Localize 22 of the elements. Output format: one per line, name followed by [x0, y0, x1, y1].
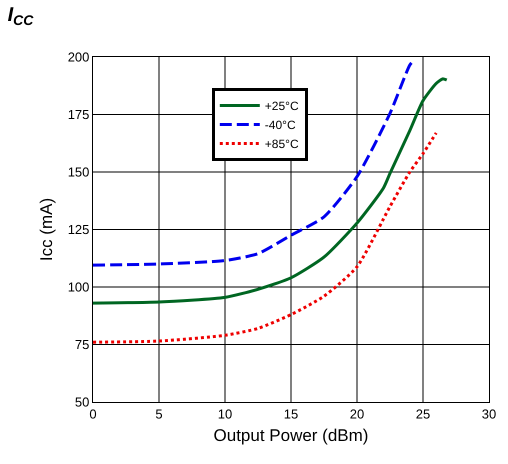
x-tick-label: 10: [218, 406, 232, 422]
x-tick-label: 15: [284, 406, 298, 422]
y-tick-label: 200: [68, 50, 90, 65]
x-tick-label: 0: [89, 406, 97, 422]
y-tick-label: 100: [68, 280, 90, 295]
y-tick-label: 125: [68, 222, 90, 238]
line-series: [93, 131, 438, 344]
y-axis-title: Icc (mA): [37, 198, 56, 262]
y-tick-label: 75: [74, 337, 90, 352]
x-axis-title: Output Power (dBm): [214, 426, 368, 445]
legend-label: +25°C: [264, 99, 299, 114]
legend-label: -40°C: [264, 118, 296, 132]
line-series: [93, 77, 448, 305]
legend-label: +85°C: [264, 137, 299, 152]
y-tick-label: 50: [74, 394, 90, 410]
y-tick-label: 150: [68, 164, 90, 180]
x-tick-label: 5: [155, 406, 163, 422]
x-tick-label: 30: [482, 406, 496, 422]
x-tick-label: 25: [416, 406, 430, 422]
y-tick-label: 175: [68, 107, 90, 122]
x-tick-label: 20: [350, 406, 364, 422]
chart-title: I$_{CC}$: [8, 4, 34, 28]
